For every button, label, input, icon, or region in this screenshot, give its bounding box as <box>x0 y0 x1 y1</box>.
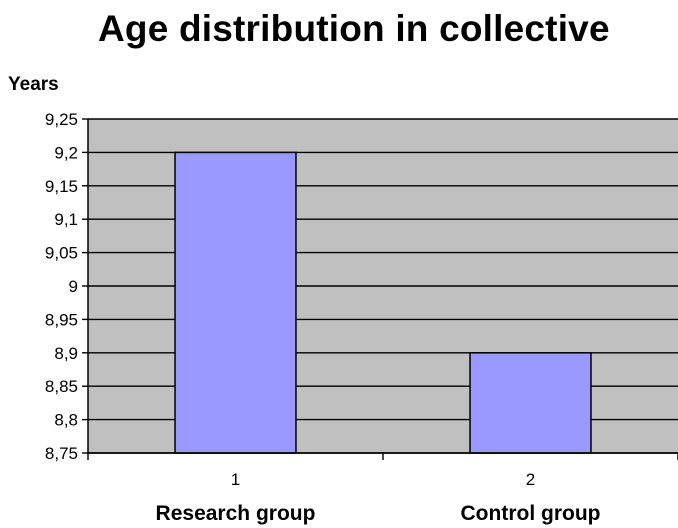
y-tick-label: 9 <box>69 277 78 296</box>
y-tick-label: 9,2 <box>54 143 78 162</box>
y-tick-label: 9,15 <box>45 177 78 196</box>
y-tick-label: 8,8 <box>54 411 78 430</box>
category-name-label: Control group <box>461 502 601 525</box>
y-tick-label: 9,1 <box>54 210 78 229</box>
y-tick-label: 8,9 <box>54 344 78 363</box>
bar <box>469 352 592 454</box>
y-tick-label: 9,05 <box>45 244 78 263</box>
y-axis-label: Years <box>8 74 59 95</box>
y-tick-label: 8,85 <box>45 377 78 396</box>
y-tick-label: 8,75 <box>45 444 78 463</box>
y-tick-label: 8,95 <box>45 310 78 329</box>
y-tick-label: 9,25 <box>45 110 78 129</box>
x-tick-label: 1 <box>231 470 240 489</box>
category-name-label: Research group <box>156 502 316 525</box>
x-tick-label: 2 <box>526 470 535 489</box>
chart-title: Age distribution in collective <box>98 8 610 49</box>
bar <box>174 151 297 454</box>
